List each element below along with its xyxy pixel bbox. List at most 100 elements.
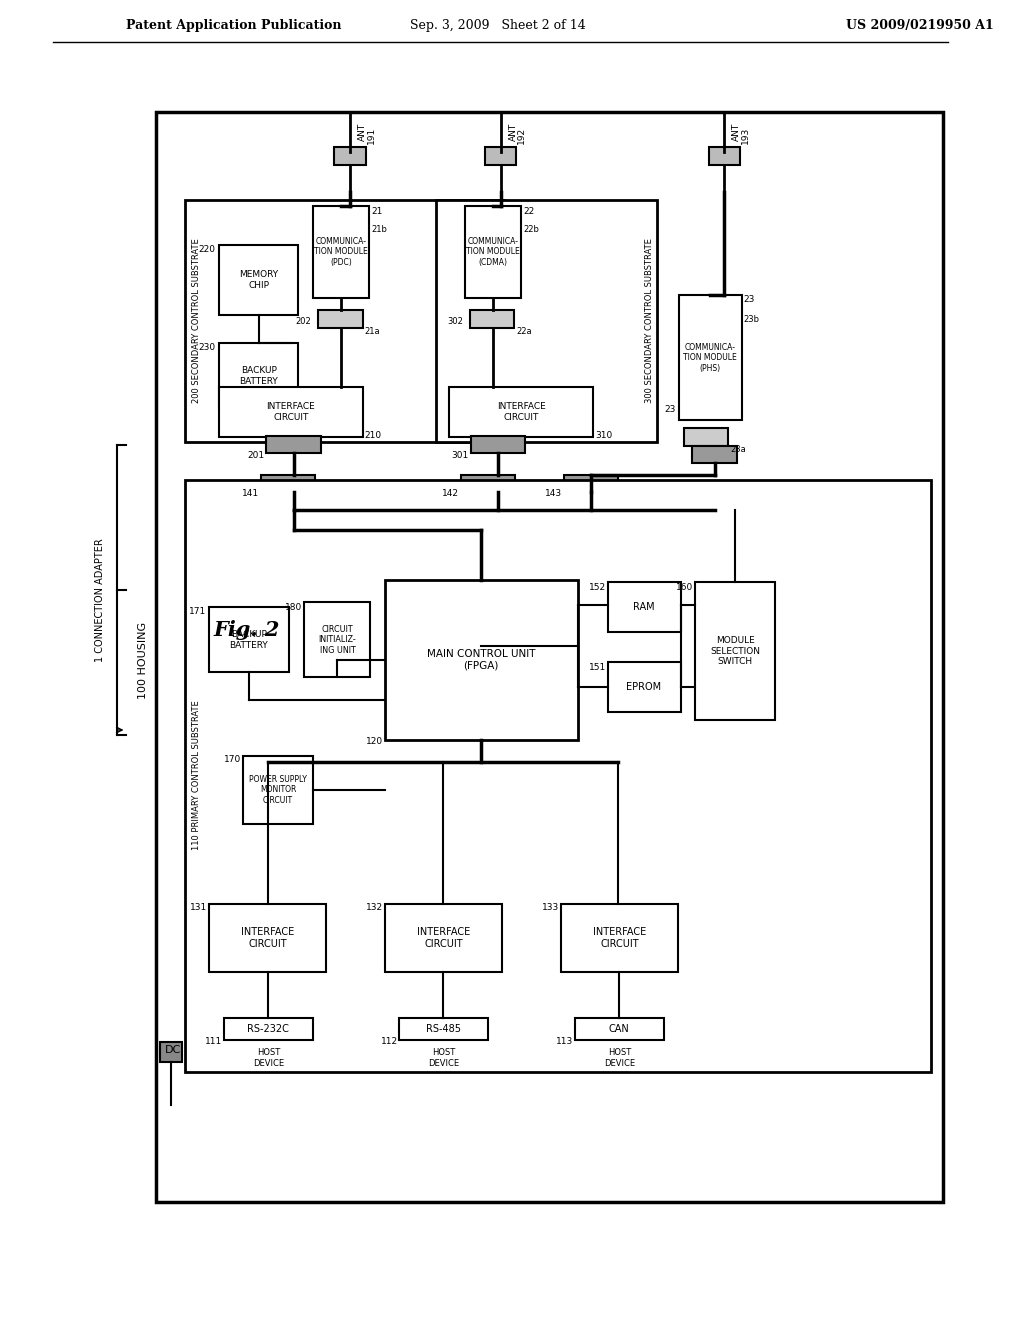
Text: 152: 152 (589, 582, 606, 591)
Text: 21a: 21a (365, 327, 380, 337)
Text: BACKUP
BATTERY: BACKUP BATTERY (229, 630, 268, 649)
Bar (470, 310, 514, 327)
Bar (450, 387, 593, 437)
Bar (398, 1018, 488, 1040)
Bar (317, 310, 362, 327)
Text: RS-232C: RS-232C (248, 1024, 290, 1034)
Bar (709, 147, 740, 165)
Bar (485, 147, 516, 165)
Text: 200 SECONDARY CONTROL SUBSTRATE: 200 SECONDARY CONTROL SUBSTRATE (191, 239, 201, 404)
Bar (679, 294, 741, 420)
Text: 220: 220 (199, 246, 216, 255)
Text: 131: 131 (189, 903, 207, 912)
Text: 192: 192 (517, 127, 526, 144)
Text: 193: 193 (741, 127, 750, 144)
Text: 22: 22 (523, 207, 535, 216)
Bar (219, 387, 362, 437)
Text: 160: 160 (676, 582, 693, 591)
Bar (574, 1018, 664, 1040)
Text: POWER SUPPLY
MONITOR
CIRCUIT: POWER SUPPLY MONITOR CIRCUIT (249, 775, 307, 805)
Bar (209, 904, 326, 972)
Text: 21b: 21b (372, 226, 387, 235)
Bar (385, 579, 578, 741)
Bar (156, 112, 943, 1203)
Text: Patent Application Publication: Patent Application Publication (126, 18, 342, 32)
Text: INTERFACE
CIRCUIT: INTERFACE CIRCUIT (497, 403, 546, 421)
Text: 132: 132 (366, 903, 383, 912)
Bar (243, 756, 313, 824)
Text: 112: 112 (381, 1038, 397, 1047)
Text: BACKUP
BATTERY: BACKUP BATTERY (240, 366, 278, 385)
Text: 21: 21 (372, 207, 383, 216)
Bar (607, 663, 681, 711)
Text: 201: 201 (248, 450, 264, 459)
Text: MEMORY
CHIP: MEMORY CHIP (239, 271, 279, 289)
Text: 142: 142 (442, 490, 459, 499)
Bar (219, 343, 298, 408)
Text: ANT: ANT (509, 123, 517, 141)
Text: RS-485: RS-485 (426, 1024, 461, 1034)
Bar (184, 201, 504, 442)
Bar (385, 904, 502, 972)
Text: 210: 210 (365, 432, 382, 441)
Bar (313, 206, 370, 298)
Text: 133: 133 (542, 903, 559, 912)
Bar (683, 428, 728, 446)
Text: HOST
DEVICE: HOST DEVICE (428, 1048, 459, 1068)
Text: HOST
DEVICE: HOST DEVICE (604, 1048, 635, 1068)
Text: Fig. 2: Fig. 2 (214, 620, 281, 640)
Text: 110 PRIMARY CONTROL SUBSTRATE: 110 PRIMARY CONTROL SUBSTRATE (191, 700, 201, 850)
Bar (223, 1018, 313, 1040)
Bar (184, 480, 932, 1072)
Text: 202: 202 (295, 318, 311, 326)
Text: 23: 23 (665, 405, 676, 414)
Text: 171: 171 (188, 607, 206, 616)
Text: 113: 113 (556, 1038, 573, 1047)
Text: ANT: ANT (357, 123, 367, 141)
Text: INTERFACE
CIRCUIT: INTERFACE CIRCUIT (241, 927, 294, 949)
Text: RAM: RAM (633, 602, 654, 612)
Text: ANT: ANT (732, 123, 741, 141)
Text: MODULE
SELECTION
SWITCH: MODULE SELECTION SWITCH (710, 636, 760, 665)
Text: 180: 180 (285, 602, 302, 611)
Text: 151: 151 (589, 663, 606, 672)
Text: 23a: 23a (730, 446, 745, 454)
Bar (471, 436, 525, 453)
Text: INTERFACE
CIRCUIT: INTERFACE CIRCUIT (593, 927, 646, 949)
Text: COMMUNICA-
TION MODULE
(PHS): COMMUNICA- TION MODULE (PHS) (683, 343, 736, 372)
Text: CAN: CAN (609, 1024, 630, 1034)
Bar (692, 446, 737, 463)
Bar (209, 607, 289, 672)
Bar (435, 201, 657, 442)
Text: 301: 301 (452, 450, 469, 459)
Bar (561, 904, 678, 972)
Bar (161, 1041, 182, 1063)
Text: COMMUNICA-
TION MODULE
(CDMA): COMMUNICA- TION MODULE (CDMA) (466, 238, 520, 267)
Bar (266, 436, 321, 453)
Bar (564, 475, 618, 492)
Text: 111: 111 (206, 1038, 222, 1047)
Text: CIRCUIT
INITIALIZ-
ING UNIT: CIRCUIT INITIALIZ- ING UNIT (318, 626, 356, 655)
Text: 310: 310 (595, 432, 612, 441)
Bar (335, 147, 366, 165)
Text: 300 SECONDARY CONTROL SUBSTRATE: 300 SECONDARY CONTROL SUBSTRATE (645, 239, 654, 404)
Text: 1 CONNECTION ADAPTER: 1 CONNECTION ADAPTER (95, 539, 105, 661)
Text: Sep. 3, 2009   Sheet 2 of 14: Sep. 3, 2009 Sheet 2 of 14 (410, 18, 586, 32)
Text: US 2009/0219950 A1: US 2009/0219950 A1 (846, 18, 993, 32)
Text: DC: DC (165, 1045, 181, 1055)
Text: INTERFACE
CIRCUIT: INTERFACE CIRCUIT (417, 927, 470, 949)
Text: 22a: 22a (516, 327, 531, 337)
Text: 23b: 23b (743, 315, 760, 325)
Text: 302: 302 (446, 318, 463, 326)
Bar (607, 582, 681, 632)
Text: 22b: 22b (523, 226, 539, 235)
Text: HOST
DEVICE: HOST DEVICE (253, 1048, 284, 1068)
Text: COMMUNICA-
TION MODULE
(PDC): COMMUNICA- TION MODULE (PDC) (314, 238, 369, 267)
Bar (465, 206, 521, 298)
Text: 170: 170 (224, 755, 241, 764)
Text: 100 HOUSING: 100 HOUSING (138, 622, 147, 698)
Text: 230: 230 (199, 343, 216, 352)
Text: 23: 23 (743, 296, 755, 305)
Bar (461, 475, 515, 492)
Bar (695, 582, 775, 719)
